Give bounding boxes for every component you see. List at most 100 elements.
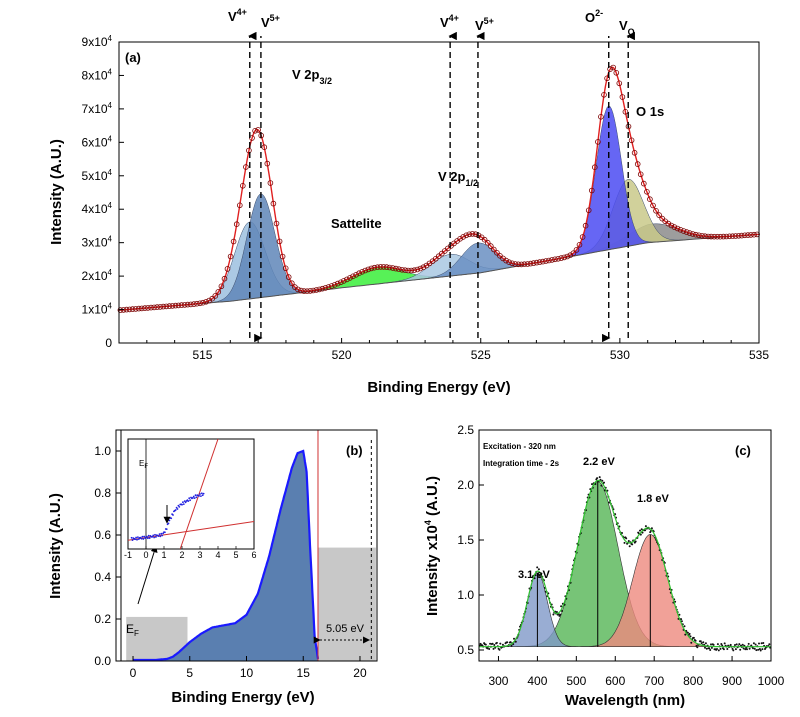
- data-point: [304, 288, 310, 295]
- data-point: [644, 525, 647, 528]
- data-point: [282, 265, 289, 272]
- data-point: [493, 644, 496, 646]
- data-point: [537, 568, 540, 571]
- x-tick-label: 515: [192, 348, 212, 362]
- data-point: [721, 644, 724, 647]
- data-point: [393, 265, 399, 272]
- panel-b-x-ticks: 0 5 10 15 20: [130, 656, 367, 680]
- data-point: [704, 646, 706, 649]
- x-tick-label: 530: [610, 348, 630, 362]
- y-tick-label: 1.0: [94, 444, 111, 458]
- data-point: [546, 257, 552, 264]
- inset-fit-line-1: [127, 521, 255, 541]
- inset-point: [155, 536, 157, 538]
- data-point: [717, 233, 724, 240]
- data-point: [696, 232, 702, 239]
- data-point: [598, 114, 604, 120]
- inset-x-tick-label: 4: [215, 550, 220, 560]
- inset-point: [153, 536, 156, 539]
- data-point: [729, 233, 736, 240]
- data-point: [760, 642, 763, 645]
- inset-point: [152, 534, 155, 537]
- data-point: [399, 266, 405, 273]
- data-point: [600, 484, 603, 487]
- data-point: [194, 300, 200, 307]
- data-point: [163, 303, 170, 310]
- x-tick-label: 520: [332, 348, 352, 362]
- data-point: [486, 647, 489, 650]
- inset-point: [164, 531, 166, 534]
- data-point: [595, 139, 601, 145]
- label-v2p12: V 2p1/2: [438, 169, 478, 188]
- data-point: [753, 647, 756, 650]
- inset-point: [192, 495, 195, 498]
- inset-point: [175, 506, 178, 509]
- data-point: [139, 305, 145, 312]
- data-point: [704, 642, 707, 645]
- data-point: [759, 649, 762, 652]
- inset-point: [134, 538, 137, 541]
- data-point: [295, 286, 301, 293]
- inset-point: [184, 501, 187, 504]
- data-point: [518, 261, 525, 268]
- ion-label-v5plus-2: V5+: [475, 16, 494, 33]
- inset-point: [193, 497, 196, 499]
- data-point: [558, 255, 564, 261]
- data-point: [690, 641, 693, 644]
- data-point: [463, 232, 470, 239]
- data-point: [457, 236, 463, 242]
- data-point: [699, 640, 702, 643]
- inset-point: [195, 496, 198, 499]
- x-tick-label: 900: [722, 674, 742, 688]
- data-point: [490, 246, 497, 253]
- data-point: [506, 641, 509, 644]
- data-point: [671, 224, 678, 230]
- data-point: [221, 275, 228, 282]
- x-tick-label: 500: [566, 674, 586, 688]
- data-point: [634, 540, 637, 543]
- data-point: [178, 302, 185, 308]
- data-point: [619, 94, 626, 100]
- inset-x-tick-label: 0: [143, 550, 148, 560]
- inset-point: [201, 494, 204, 497]
- data-point: [742, 647, 745, 650]
- data-point: [710, 643, 712, 646]
- data-point: [405, 267, 411, 274]
- panel-a: 515 520 525 530 535 0 1x104 2x104 3x104 4x104 5x1…: [48, 7, 769, 396]
- inset-point: [183, 500, 186, 502]
- panel-c-peak-center-lines: [536, 481, 651, 647]
- data-point: [261, 144, 268, 151]
- inset-data-points: [130, 492, 205, 541]
- inset-x-tick-label: 6: [251, 550, 256, 560]
- data-point: [610, 64, 616, 71]
- data-point: [579, 234, 586, 240]
- data-point: [757, 648, 760, 651]
- inset-point: [202, 492, 205, 495]
- data-point: [255, 127, 261, 133]
- y-tick-label: 2.5: [457, 423, 474, 437]
- panel-a-frame: [118, 41, 760, 344]
- data-point: [680, 618, 683, 621]
- data-point: [521, 261, 528, 268]
- inset-point: [143, 535, 146, 538]
- data-point: [237, 202, 243, 209]
- data-point: [509, 260, 516, 267]
- data-point: [460, 234, 467, 240]
- data-point: [752, 647, 754, 650]
- data-point: [340, 278, 347, 284]
- data-point: [628, 137, 635, 144]
- data-point: [739, 648, 742, 651]
- data-point: [696, 646, 699, 649]
- ion-label-v4plus-2: V4+: [440, 13, 459, 30]
- panel-b-inset: -1 0 1 2 3 4 5 6 EF: [124, 438, 257, 560]
- x-tick-label: 400: [527, 674, 547, 688]
- data-point: [365, 266, 372, 273]
- data-point: [708, 647, 711, 650]
- data-point: [524, 261, 531, 267]
- data-point: [700, 642, 703, 645]
- x-tick-label: 535: [749, 348, 769, 362]
- data-point: [273, 220, 280, 227]
- data-point: [695, 644, 698, 647]
- y-tick-label: 6x104: [82, 134, 113, 149]
- panel-b-workfunction-box: [317, 547, 376, 661]
